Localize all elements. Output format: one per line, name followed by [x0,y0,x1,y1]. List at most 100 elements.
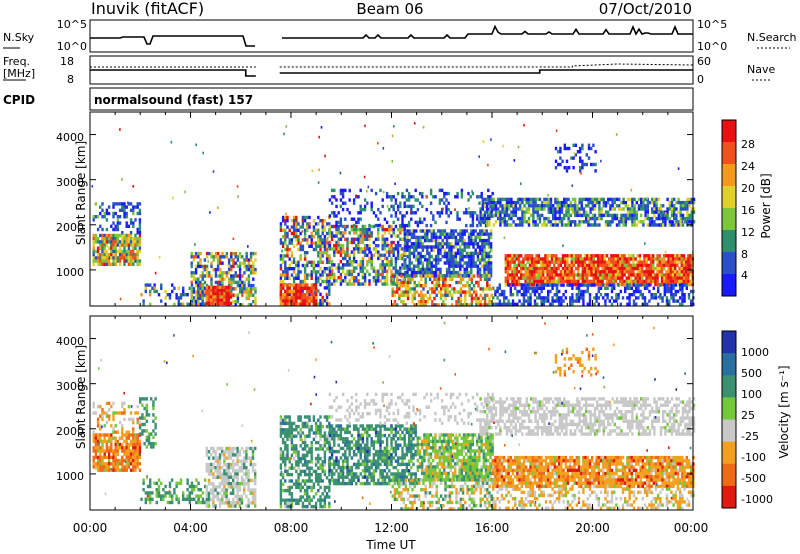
heatmap-cell [227,271,231,275]
heatmap-cell [579,254,582,258]
heatmap-cell [620,213,623,218]
heatmap-cell [99,262,102,266]
heatmap-cell [284,299,287,303]
heatmap-cell [450,270,453,275]
heatmap-cell [546,263,549,268]
heatmap-cell [335,247,338,251]
heatmap-cell [230,280,233,285]
heatmap-cell [328,292,331,296]
heatmap-cell [583,254,587,258]
heatmap-cell [505,210,509,214]
heatmap-cell [281,241,285,245]
heatmap-cell [99,246,102,250]
heatmap-cell [325,279,329,284]
heatmap-cell [428,238,431,243]
heatmap-cell [522,289,526,294]
heatmap-cell [531,289,534,294]
heatmap-cell [107,449,111,453]
heatmap-cell [112,465,115,469]
heatmap-cell [377,250,380,254]
heatmap-cell [647,279,650,284]
heatmap-cell [352,260,356,264]
heatmap-cell [572,282,576,287]
heatmap-cell [428,251,431,256]
heatmap-cell [393,293,397,297]
heatmap-cell [501,220,504,224]
heatmap-cell [370,231,373,235]
heatmap-cell [660,282,664,287]
heatmap-cell [363,250,367,254]
heatmap-cell [138,468,142,472]
heatmap-cell [494,207,498,211]
heatmap-cell [299,286,302,290]
heatmap-cell [657,286,660,290]
heatmap-cell [553,266,556,271]
heatmap-cell [573,152,576,155]
heatmap-cell [685,263,688,268]
heatmap-cell [461,254,464,259]
heatmap-cell [96,253,100,257]
heatmap-cell [284,228,287,232]
heatmap-cell [447,201,450,205]
heatmap-cell [597,302,600,306]
heatmap-cell [252,283,255,288]
heatmap-cell [483,264,486,268]
heatmap-cell [136,240,139,244]
heatmap-cell [333,250,336,254]
heatmap-cell [564,254,567,258]
heatmap-cell [570,254,573,258]
heatmap-cell [439,274,443,278]
heatmap-cell [279,267,283,271]
heatmap-cell [221,251,224,256]
heatmap-cell [530,204,533,208]
heatmap-cell [419,258,422,262]
heatmap-cell [557,279,560,284]
heatmap-cell [629,207,632,211]
heatmap-cell [522,286,526,290]
heatmap-cell [576,223,579,227]
heatmap-cell [208,251,211,256]
heatmap-cell [252,271,255,275]
heatmap-cell [368,244,371,248]
heatmap-cell [485,261,488,265]
heatmap-cell [544,296,548,300]
heatmap-cell [312,219,316,223]
freq-right-tick-top: 60 [697,55,711,68]
heatmap-cell [236,296,240,301]
heatmap-cell [658,273,661,277]
heatmap-cell [628,283,631,287]
heatmap-cell [464,303,467,307]
heatmap-cell [503,207,506,211]
heatmap-cell [210,298,213,302]
heatmap-cell [580,289,583,294]
heatmap-cell [110,439,113,444]
heatmap-cell [230,258,233,262]
heatmap-cell [537,270,540,274]
heatmap-cell [659,283,662,287]
heatmap-cell [570,260,573,264]
heatmap-cell [663,276,666,280]
heatmap-cell [152,413,155,417]
heatmap-cell [458,217,461,221]
heatmap-cell [175,296,178,300]
heatmap-cell [533,286,537,290]
heatmap-cell [355,224,358,229]
heatmap-cell [310,276,313,280]
heatmap-cell [456,191,459,196]
heatmap-cell [485,264,488,268]
heatmap-cell [94,455,98,460]
heatmap-cell [671,263,675,268]
heatmap-cell [428,296,432,301]
heatmap-cell [555,270,558,274]
heatmap-cell [566,257,569,261]
heatmap-cell [337,247,340,251]
heatmap-cell [580,283,583,287]
heatmap-cell [588,257,591,261]
heatmap-cell [157,293,161,297]
heatmap-cell [528,260,532,264]
heatmap-cell [613,283,616,287]
heatmap-cell [404,248,407,252]
heatmap-cell [590,162,593,167]
heatmap-cell [486,280,489,285]
heatmap-cell [576,150,580,154]
